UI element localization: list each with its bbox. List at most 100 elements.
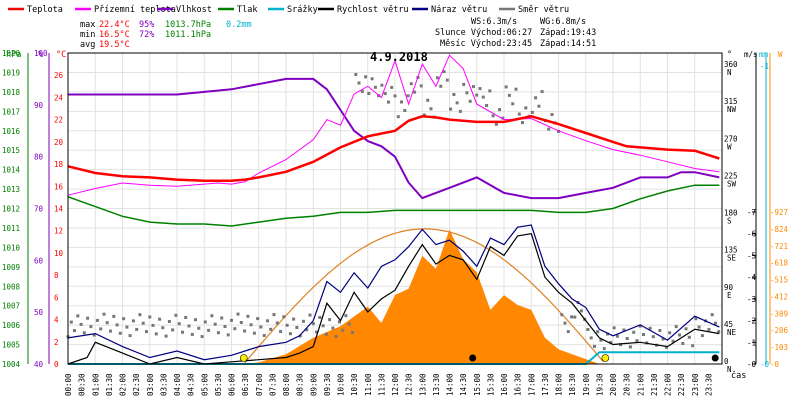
- axis-hpa-tick: 1007: [2, 302, 20, 311]
- info-moonset: Západ:14:51: [540, 39, 596, 49]
- series-wind-direction-point: [472, 85, 475, 89]
- series-wind-direction-point: [128, 334, 132, 338]
- series-wind-direction-point: [308, 313, 312, 317]
- axis-dir-tick: 0: [724, 357, 729, 366]
- series-wind-direction-point: [331, 326, 335, 330]
- axis-x-tick: 16:30: [514, 373, 523, 396]
- axis-mm-tick: -1: [760, 62, 769, 71]
- axis-x-tick: 19:00: [582, 373, 591, 396]
- series-wind-direction-point: [517, 112, 521, 116]
- legend-label: Přízemní teplota: [94, 5, 176, 15]
- series-wind-direction-point: [367, 92, 371, 95]
- axis-x-tick: 10:00: [337, 373, 346, 396]
- axis-x-tick: 01:30: [105, 373, 114, 396]
- series-wind-direction-point: [419, 84, 423, 88]
- series-wind-direction-point: [118, 331, 122, 335]
- series-wind-direction-point: [210, 314, 214, 318]
- stat-temp: 16.5°C: [99, 30, 130, 40]
- axis-x-tick: 04:30: [187, 373, 196, 396]
- series-wind-direction-point: [275, 321, 279, 325]
- series-wind-direction-point: [651, 335, 655, 339]
- series-wind-direction-point: [573, 315, 577, 319]
- axis-temp-tick: 20: [54, 138, 64, 147]
- series-wind-direction-point: [504, 85, 508, 89]
- stat-rain: 0.2mm: [226, 20, 252, 30]
- axis-temp-tick: 10: [54, 249, 64, 258]
- legend-label: Teplota: [27, 5, 63, 15]
- series-wind-direction-point: [354, 73, 358, 76]
- series-wind-direction-point: [537, 104, 541, 108]
- series-wind-direction-point: [357, 81, 361, 85]
- axis-x-tick: 03:30: [159, 373, 168, 396]
- axis-hpa-tick: 1020: [2, 49, 21, 58]
- series-wind-direction-point: [164, 334, 168, 338]
- stat-humidity: 95%: [139, 20, 154, 30]
- series-wind-direction-point: [141, 321, 145, 325]
- series-wind-direction-point: [514, 87, 518, 91]
- info-sunset: Západ:19:43: [540, 28, 596, 38]
- series-wind-direction-point: [148, 315, 152, 319]
- series-wind-direction-point: [530, 110, 534, 114]
- axis-hpa-tick: 1019: [2, 68, 20, 77]
- series-wind-direction-point: [125, 325, 129, 329]
- series-wind-direction-point: [105, 321, 109, 325]
- series-wind-direction-point: [262, 334, 266, 337]
- axis-hpa-tick: 1005: [2, 341, 20, 350]
- series-wind-direction-point: [79, 322, 83, 326]
- axis-dir-tick: 45: [724, 320, 733, 329]
- axis-hpa-tick: 1010: [2, 243, 21, 252]
- axis-x-tick: 14:30: [459, 373, 468, 396]
- series-wind-direction-point: [328, 318, 332, 322]
- series-wind-direction-point: [684, 327, 688, 331]
- moon-event-marker: [469, 354, 477, 362]
- axis-dir-label: °: [727, 50, 732, 60]
- stats-header: max 22.4°C 95% 1013.7hPa 0.2mm min 16.5°C 72% 10…: [80, 17, 596, 50]
- axis-x-tick: 18:30: [568, 373, 577, 396]
- series-wind-direction-point: [615, 334, 619, 338]
- axis-pct-tick: 40: [34, 360, 44, 369]
- series-wind-direction-point: [599, 338, 603, 342]
- axis-hpa-tick: 1018: [2, 88, 21, 97]
- series-wind-direction-point: [436, 76, 439, 80]
- series-wind-direction-point: [710, 313, 714, 317]
- series-wind-direction-point: [174, 313, 178, 317]
- series-wind-direction-point: [596, 330, 600, 334]
- axis-x-tick: 15:30: [486, 373, 495, 396]
- series-wind-direction-point: [131, 319, 135, 323]
- series-wind-direction-point: [321, 324, 325, 328]
- series-wind-direction-point: [89, 325, 93, 329]
- series-wind-direction-point: [426, 98, 430, 102]
- series-solar-max: [243, 228, 604, 365]
- series-wind-direction-point: [318, 315, 322, 319]
- axis-pct-tick: 50: [34, 308, 44, 317]
- series-wind-direction-point: [609, 340, 613, 344]
- series-wind-direction-point: [674, 325, 678, 329]
- series-wind-direction-point: [86, 316, 90, 320]
- axis-x-tick: 06:30: [241, 373, 250, 396]
- series-wind-direction-point: [602, 347, 606, 351]
- axis-mm-tick: -0: [760, 360, 770, 369]
- series-wind-direction-point: [681, 342, 685, 345]
- axis-x-tick: 07:00: [255, 373, 264, 396]
- axis-x-tick: 20:00: [609, 373, 618, 396]
- axis-x-tick: 17:30: [541, 373, 550, 396]
- axis-dir-compass: W: [727, 142, 732, 151]
- series-wind-direction-point: [524, 106, 528, 110]
- axis-dir-compass: N: [727, 365, 732, 374]
- axis-x-tick: 07:30: [268, 373, 277, 396]
- series-wind-direction-point: [203, 320, 207, 324]
- axes: hPa1004100510061007100810091010101110121…: [2, 49, 789, 396]
- series-wind-direction-point: [507, 93, 511, 97]
- series-wind-direction-point: [305, 328, 309, 332]
- axis-temp-tick: 2: [54, 338, 59, 347]
- series-wind-direction-point: [337, 320, 341, 324]
- axis-x-tick: 03:00: [146, 373, 155, 396]
- axis-pct-tick: 60: [34, 256, 44, 265]
- axis-temp-tick: 0: [54, 360, 59, 369]
- series-wind-direction-point: [570, 315, 574, 319]
- axis-x-tick: 12:30: [405, 373, 414, 396]
- axis-temp-tick: 26: [54, 71, 64, 80]
- series-wind-direction-point: [82, 331, 86, 335]
- axis-x-tick: 08:00: [282, 373, 291, 396]
- series-wind-direction-point: [413, 90, 417, 94]
